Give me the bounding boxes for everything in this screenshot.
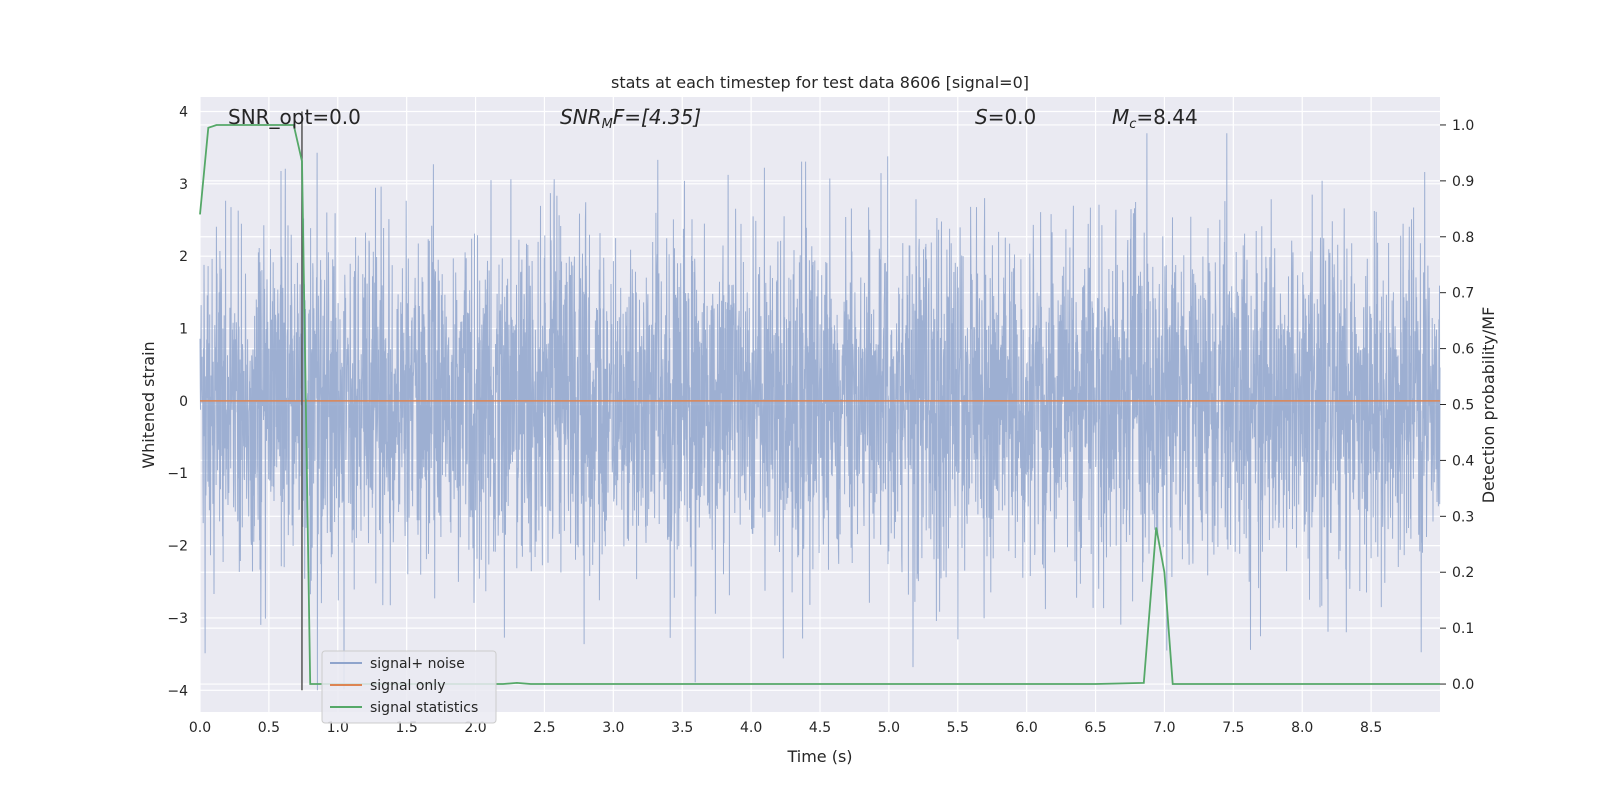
x-tick-label: 5.0 xyxy=(878,720,900,736)
x-tick-label: 4.0 xyxy=(740,720,762,736)
chart-title: stats at each timestep for test data 860… xyxy=(611,73,1029,92)
noise-line xyxy=(199,133,1441,691)
x-axis-label: Time (s) xyxy=(786,747,852,766)
x-tick-label: 3.0 xyxy=(602,720,624,736)
legend-label-signal-statistics: signal statistics xyxy=(370,700,478,716)
x-tick-label: 1.5 xyxy=(396,720,418,736)
x-tick-label: 5.5 xyxy=(947,720,969,736)
y2-tick-label: 0.8 xyxy=(1452,230,1474,246)
x-tick-label: 1.0 xyxy=(327,720,349,736)
y2-tick-label: 0.5 xyxy=(1452,398,1474,414)
legend-label-signal-only: signal only xyxy=(370,678,445,694)
y-tick-label: −2 xyxy=(167,539,188,555)
x-tick-label: 0.5 xyxy=(258,720,280,736)
x-ticks: 0.0 0.5 1.0 1.5 2.0 2.5 3.0 3.5 4.0 4.5 5.0 5.5 6.0 6… xyxy=(189,720,1382,736)
x-tick-label: 6.5 xyxy=(1084,720,1106,736)
y-tick-label: 2 xyxy=(179,249,188,265)
y-axis-label: Whitened strain xyxy=(139,341,158,468)
x-tick-label: 3.5 xyxy=(671,720,693,736)
annotation-snr-opt: SNR_opt=0.0 xyxy=(228,105,361,129)
legend-box xyxy=(321,650,497,724)
y2-tick-label: 0.1 xyxy=(1452,621,1474,637)
y2-ticks: 1.0 0.9 0.8 0.7 0.6 0.5 0.4 0.3 0.2 0.1 0.0 xyxy=(1440,118,1474,693)
x-tick-label: 6.0 xyxy=(1016,720,1038,736)
y2-tick-label: 0.9 xyxy=(1452,174,1474,190)
y2-tick-label: 0.6 xyxy=(1452,342,1474,358)
annotation-snr-mf: SNRMF=[4.35] xyxy=(560,105,701,132)
annotation-s: S=0.0 xyxy=(975,105,1036,129)
annotation-mc: Mc=8.44 xyxy=(1112,105,1198,132)
y-tick-label: −3 xyxy=(167,611,188,627)
y-tick-label: 0 xyxy=(179,394,188,410)
y-tick-label: 3 xyxy=(179,177,188,193)
y2-axis-label: Detection probability/MF xyxy=(1479,307,1498,504)
y-ticks: 4 3 2 1 0 −1 −2 −3 −4 xyxy=(167,104,188,699)
x-tick-label: 2.0 xyxy=(464,720,486,736)
legend-label-signal-plus-noise: signal+ noise xyxy=(370,656,465,672)
y-tick-label: 4 xyxy=(179,104,188,120)
x-tick-label: 8.0 xyxy=(1291,720,1313,736)
x-tick-label: 4.5 xyxy=(809,720,831,736)
x-tick-label: 2.5 xyxy=(533,720,555,736)
y-tick-label: −1 xyxy=(167,466,188,482)
y2-tick-label: 0.2 xyxy=(1452,565,1474,581)
x-tick-label: 0.0 xyxy=(189,720,211,736)
y-tick-label: −4 xyxy=(167,683,188,699)
x-tick-label: 7.0 xyxy=(1153,720,1175,736)
y2-tick-label: 1.0 xyxy=(1452,118,1474,134)
y2-tick-label: 0.4 xyxy=(1452,453,1474,469)
y-tick-label: 1 xyxy=(179,322,188,338)
legend: signal+ noise signal only signal statist… xyxy=(321,650,497,724)
y2-tick-label: 0.0 xyxy=(1452,677,1474,693)
x-tick-label: 8.5 xyxy=(1360,720,1382,736)
y2-tick-label: 0.7 xyxy=(1452,286,1474,302)
series-signal-plus-noise xyxy=(199,133,1441,691)
x-tick-label: 7.5 xyxy=(1222,720,1244,736)
y2-tick-label: 0.3 xyxy=(1452,509,1474,525)
